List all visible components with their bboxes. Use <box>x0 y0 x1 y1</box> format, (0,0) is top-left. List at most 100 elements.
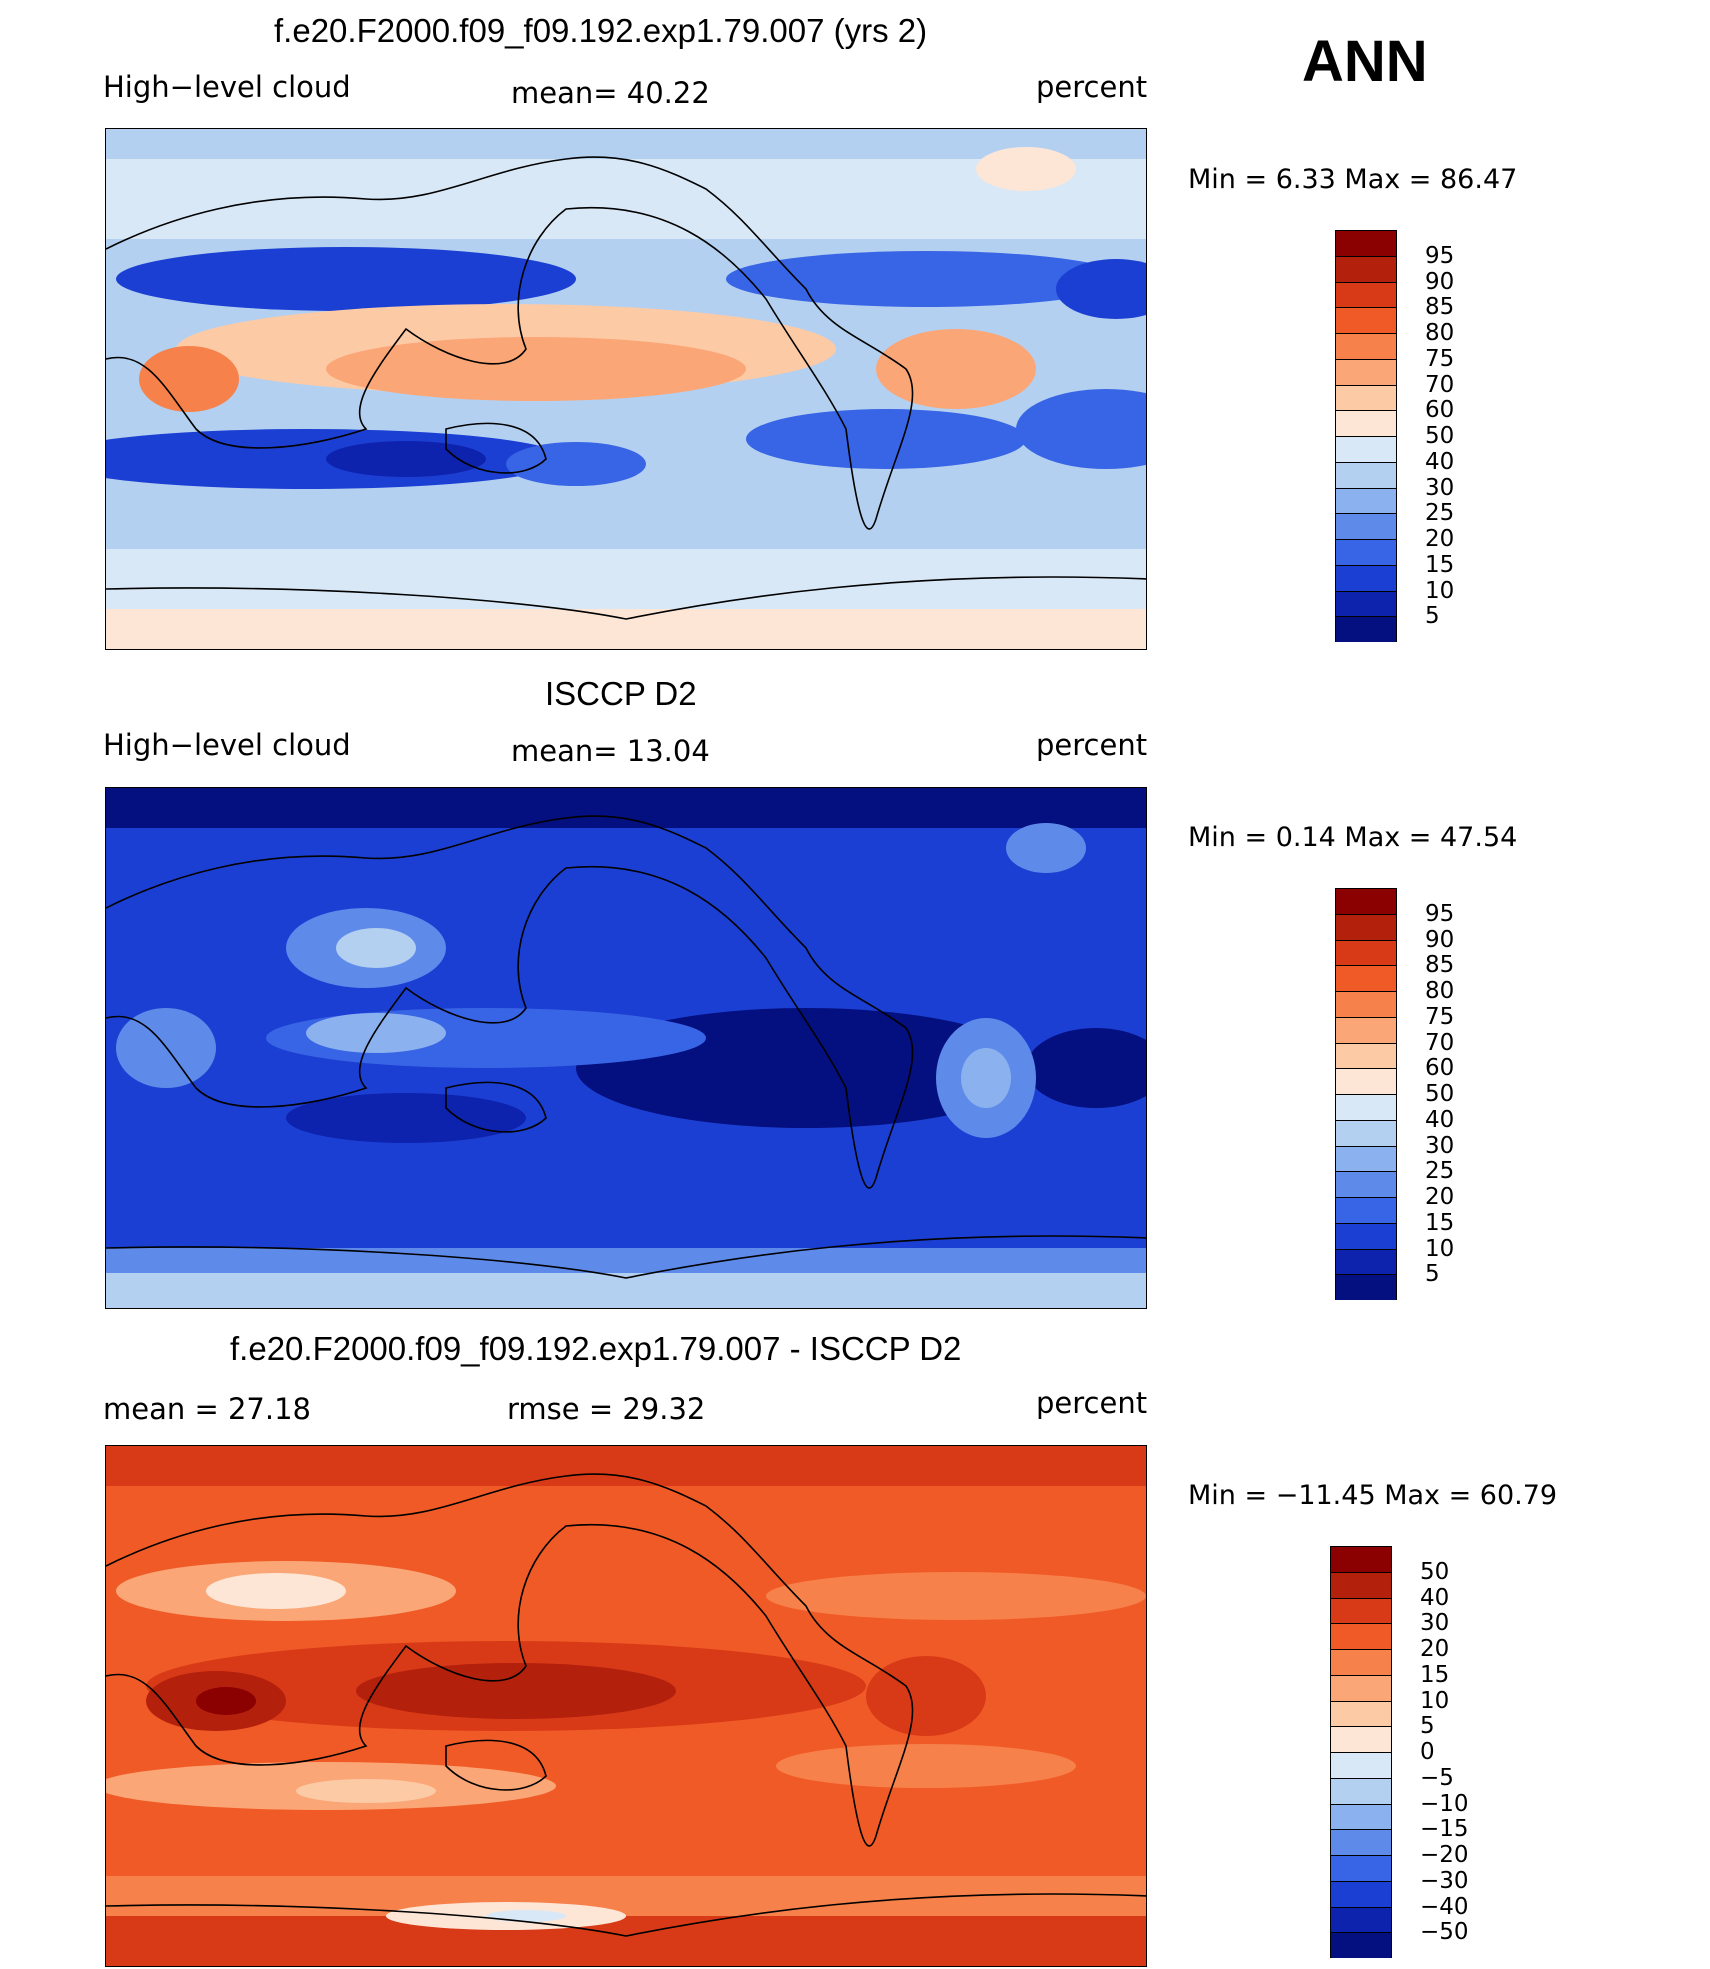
colorbar-label: 60 <box>1425 397 1455 424</box>
colorbar-swatch <box>1335 564 1397 591</box>
colorbar-swatch <box>1335 255 1397 282</box>
colorbar-swatch <box>1330 1932 1392 1958</box>
colorbar-swatch <box>1335 1222 1397 1249</box>
colorbar-label: 95 <box>1425 900 1455 927</box>
colorbar-swatch <box>1335 281 1397 308</box>
colorbar-swatch <box>1335 1119 1397 1146</box>
colorbar-swatch <box>1330 1726 1392 1752</box>
colorbar-label: 70 <box>1425 371 1455 398</box>
colorbar-swatch <box>1335 358 1397 385</box>
colorbar-swatch <box>1330 1829 1392 1855</box>
colorbar-label: 40 <box>1420 1584 1450 1611</box>
colorbar-label: −30 <box>1420 1867 1469 1894</box>
colorbar-swatch <box>1335 461 1397 488</box>
colorbar-label: 85 <box>1425 294 1455 321</box>
colorbar-swatch <box>1335 1171 1397 1197</box>
colorbar-swatch <box>1335 1016 1397 1043</box>
colorbar-label: 5 <box>1425 603 1440 630</box>
colorbar-swatch <box>1330 1880 1392 1907</box>
colorbar-label: 50 <box>1420 1558 1450 1585</box>
panel3-units-label: percent <box>1036 1386 1148 1420</box>
colorbar-label: 85 <box>1425 952 1455 979</box>
colorbar-label: 80 <box>1425 978 1455 1004</box>
colorbar-swatch <box>1335 888 1397 914</box>
panel2-mean-label: mean= 13.04 <box>511 734 710 768</box>
colorbar-label: −20 <box>1420 1842 1469 1868</box>
colorbar-label: 20 <box>1420 1636 1450 1662</box>
colorbar-swatch <box>1335 616 1397 642</box>
colorbar-label: 95 <box>1425 242 1455 269</box>
colorbar-label: −40 <box>1420 1893 1469 1920</box>
colorbar-swatch <box>1335 333 1397 359</box>
colorbar-label: 15 <box>1420 1661 1450 1688</box>
colorbar-swatch <box>1330 1855 1392 1881</box>
colorbar-label: 15 <box>1425 551 1455 578</box>
panel2-title: ISCCP D2 <box>545 675 697 712</box>
panel2-units-label: percent <box>1036 728 1148 762</box>
colorbar-swatch <box>1335 1068 1397 1094</box>
colorbar-label: 15 <box>1425 1209 1455 1236</box>
colorbar-swatch <box>1330 1623 1392 1649</box>
colorbar-label: 80 <box>1425 320 1455 346</box>
panel1-colorbar: 95 90 85 80 75 70 60 50 40 30 25 20 15 10 5 <box>1335 230 1454 642</box>
panel3-title: f.e20.F2000.f09_f09.192.exp1.79.007 - IS… <box>230 1330 962 1367</box>
colorbar-swatch <box>1330 1597 1392 1624</box>
panel2-map <box>105 787 1147 1309</box>
colorbar-swatch <box>1335 1094 1397 1120</box>
colorbar-swatch <box>1335 590 1397 617</box>
panel3-rmse-label: rmse = 29.32 <box>507 1392 706 1426</box>
colorbar-label: 5 <box>1425 1261 1440 1288</box>
colorbar-swatch <box>1335 965 1397 991</box>
colorbar-label: 25 <box>1425 1158 1455 1185</box>
colorbar-label: 90 <box>1425 926 1455 953</box>
colorbar-swatch <box>1335 410 1397 436</box>
colorbar-swatch <box>1330 1674 1392 1701</box>
colorbar-swatch <box>1330 1752 1392 1778</box>
colorbar-label: 75 <box>1425 345 1455 372</box>
colorbar-swatch <box>1335 939 1397 966</box>
colorbar-swatch <box>1330 1803 1392 1830</box>
colorbar-swatch <box>1335 1248 1397 1275</box>
colorbar-swatch <box>1335 1042 1397 1069</box>
panel2-variable-label: High−level cloud <box>103 728 351 762</box>
panel3-mean-label: mean = 27.18 <box>103 1392 311 1426</box>
colorbar-label: 50 <box>1425 1081 1455 1107</box>
colorbar-swatch <box>1335 1197 1397 1223</box>
colorbar-label: 25 <box>1425 500 1455 527</box>
colorbar-swatch <box>1330 1649 1392 1675</box>
colorbar-label: 10 <box>1425 577 1455 604</box>
colorbar-label: 10 <box>1420 1687 1450 1714</box>
colorbar-label: 50 <box>1425 423 1455 449</box>
colorbar-label: 70 <box>1425 1029 1455 1056</box>
colorbar-label: 5 <box>1420 1713 1435 1740</box>
panel1-variable-label: High−level cloud <box>103 70 351 104</box>
colorbar-label: 75 <box>1425 1003 1455 1030</box>
colorbar-swatch <box>1330 1571 1392 1598</box>
panel1-title: f.e20.F2000.f09_f09.192.exp1.79.007 (yrs… <box>274 12 928 49</box>
panel3-map <box>105 1445 1147 1967</box>
colorbar-swatch <box>1330 1906 1392 1933</box>
colorbar-swatch <box>1335 991 1397 1017</box>
colorbar-label: 30 <box>1420 1610 1450 1637</box>
colorbar-label: 0 <box>1420 1739 1435 1765</box>
colorbar-label: 10 <box>1425 1235 1455 1262</box>
colorbar-swatch <box>1335 307 1397 333</box>
colorbar-swatch <box>1335 436 1397 462</box>
colorbar-swatch <box>1335 913 1397 940</box>
season-label: ANN <box>1302 29 1428 94</box>
colorbar-swatch <box>1335 230 1397 256</box>
colorbar-label: 20 <box>1425 526 1455 552</box>
panel2-min-max: Min = 0.14 Max = 47.54 <box>1188 822 1518 853</box>
panel1-map <box>105 128 1147 650</box>
panel1-min-max: Min = 6.33 Max = 86.47 <box>1188 164 1518 195</box>
colorbar-label: −5 <box>1420 1764 1454 1791</box>
colorbar-label: 60 <box>1425 1055 1455 1082</box>
colorbar-swatch <box>1335 539 1397 565</box>
colorbar-swatch <box>1335 384 1397 411</box>
colorbar-swatch <box>1330 1546 1392 1572</box>
colorbar-label: 30 <box>1425 474 1455 501</box>
colorbar-label: −50 <box>1420 1919 1469 1946</box>
colorbar-swatch <box>1330 1700 1392 1727</box>
colorbar-label: 30 <box>1425 1132 1455 1159</box>
panel3-colorbar: 50 40 30 20 15 10 5 0 −5 −10 −15 −20 −30 −40 −50 <box>1330 1546 1469 1958</box>
